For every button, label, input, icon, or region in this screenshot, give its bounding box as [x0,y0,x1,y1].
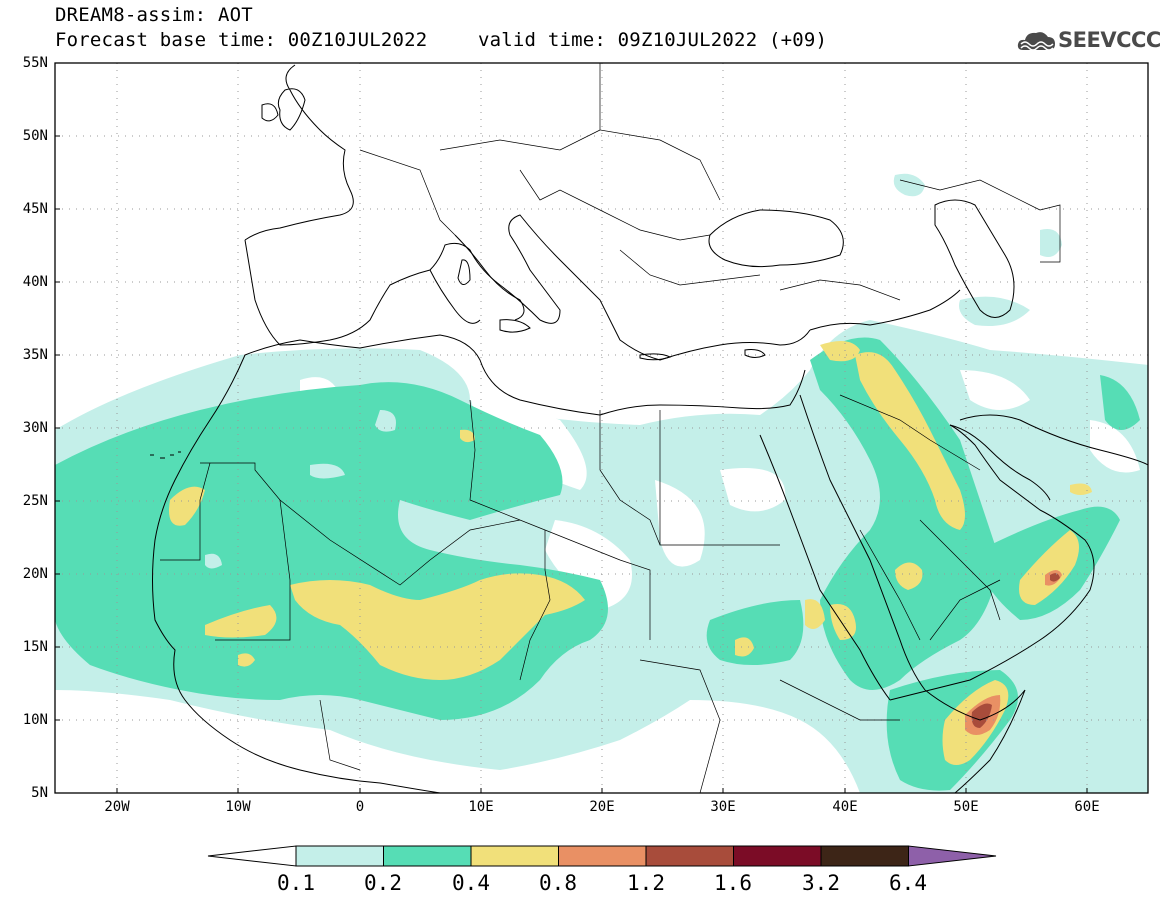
axis-ticks [55,135,1088,793]
colorbar-label: 0.4 [452,871,490,895]
lon-label: 0 [355,799,365,815]
lat-label: 40N [22,274,48,290]
cloud-logo-icon [1017,32,1055,51]
colorbar-label: 1.2 [627,871,665,895]
colorbar-swatch [733,845,822,867]
lon-label: 20W [104,799,130,815]
forecast-base-time: Forecast base time: 00Z10JUL2022 [55,29,428,51]
lon-label: 50E [953,799,979,815]
lat-label: 15N [22,639,48,655]
colorbar-label: 0.1 [277,871,315,895]
lon-label: 40E [832,799,858,815]
seevccc-logo: SEEVCCC [1058,28,1161,52]
lat-label: 25N [22,493,48,509]
lat-label: 5N [31,785,48,801]
colorbar-extend-low [207,845,297,867]
lat-label: 35N [22,347,48,363]
colorbar-swatch [383,845,472,867]
colorbar-swatch [645,845,734,867]
colorbar-swatch [295,845,384,867]
valid-time: valid time: 09Z10JUL2022 (+09) [478,29,828,51]
colorbar-swatch [470,845,559,867]
lat-label: 30N [22,420,48,436]
lon-label: 60E [1074,799,1100,815]
lat-label: 50N [22,128,48,144]
map-title: DREAM8-assim: AOT [55,4,253,26]
colorbar-label: 0.8 [539,871,577,895]
lat-label: 10N [22,712,48,728]
colorbar-label: 1.6 [714,871,752,895]
gridlines [55,63,1148,793]
country-borders [160,63,1061,793]
colorbar-swatch [558,845,647,867]
colorbar-swatch [820,845,909,867]
lon-label: 10W [225,799,251,815]
lat-label: 20N [22,566,48,582]
colorbar-extend-high [908,845,997,867]
colorbar-label: 3.2 [802,871,840,895]
lat-label: 45N [22,201,48,217]
lon-label: 10E [468,799,494,815]
lon-label: 20E [589,799,615,815]
lon-label: 30E [710,799,736,815]
colorbar-label: 6.4 [889,871,927,895]
aot-level-1-2 [971,573,1060,728]
lat-label: 55N [22,55,48,71]
coastlines [150,64,1148,793]
colorbar [207,845,997,867]
colorbar-label: 0.2 [364,871,402,895]
